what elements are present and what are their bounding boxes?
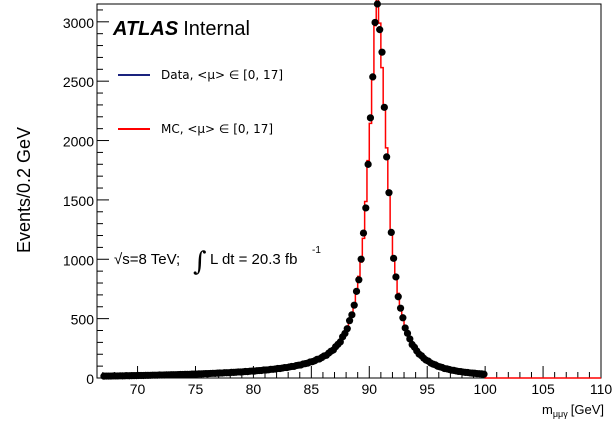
data-point [348, 311, 356, 319]
data-point [387, 228, 395, 237]
atlas-label-suffix: Internal [183, 18, 250, 40]
legend: Data, <μ> ∈ [0, 17] MC, <μ> ∈ [0, 17] [118, 68, 283, 136]
data-point [369, 73, 377, 81]
x-axis: 70 75 80 85 90 95 100 105 110 [102, 366, 613, 397]
data-point [383, 153, 391, 161]
data-point [362, 204, 370, 212]
data-point [396, 304, 405, 312]
y-tick-label: 2000 [63, 134, 94, 150]
data-point [359, 229, 368, 237]
x-tick-label: 85 [304, 381, 320, 397]
legend-label-mc: MC, <μ> ∈ [0, 17] [161, 122, 273, 136]
data-point [480, 370, 488, 378]
y-tick-label: 3000 [63, 15, 94, 31]
y-axis-title: Events/0.2 GeV [14, 127, 34, 253]
data-point [373, 0, 381, 8]
plot-frame [96, 3, 602, 379]
x-tick-label: 110 [590, 381, 613, 397]
x-axis-title-unit: [GeV] [571, 402, 604, 417]
lumi-exponent: -1 [312, 245, 321, 256]
lumi-integral: ∫ [193, 247, 207, 277]
lumi-text: L dt = 20.3 fb [210, 251, 297, 268]
luminosity-label: √s=8 TeV; ∫ L dt = 20.3 fb -1 [114, 245, 321, 277]
data-point [376, 26, 384, 34]
y-tick-label: 2500 [63, 74, 94, 90]
atlas-label: ATLAS Internal [112, 18, 250, 40]
data-point [394, 293, 402, 301]
data-point [366, 114, 375, 122]
y-tick-label: 1500 [63, 193, 94, 209]
data-point [355, 276, 363, 284]
atlas-label-bold: ATLAS [112, 18, 179, 40]
lumi-sqrt: √s=8 TeV; [114, 251, 180, 268]
data-point [406, 335, 414, 343]
data-point [345, 317, 354, 325]
series-group [100, 0, 601, 380]
x-axis-title-sub: μμγ [553, 409, 568, 419]
x-axis-title-main: m [542, 402, 553, 417]
x-tick-label: 75 [188, 381, 204, 397]
data-point [390, 254, 398, 262]
x-tick-label: 70 [130, 381, 146, 397]
data-point [380, 103, 388, 111]
data-point [399, 314, 407, 322]
data-point [371, 18, 379, 27]
data-point [378, 48, 386, 56]
legend-label-data: Data, <μ> ∈ [0, 17] [161, 68, 283, 82]
data-point [364, 160, 372, 168]
x-tick-label: 90 [361, 381, 377, 397]
x-axis-title: mμμγ [GeV] [542, 402, 604, 419]
y-axis: 0 500 1000 1500 2000 2500 3000 [63, 9, 109, 387]
x-tick-label: 100 [473, 381, 497, 397]
x-tick-label: 105 [531, 381, 555, 397]
y-tick-label: 0 [86, 371, 94, 387]
data-point [392, 273, 400, 281]
data-point [385, 189, 393, 197]
x-tick-label: 80 [246, 381, 262, 397]
x-tick-label: 95 [419, 381, 435, 397]
y-tick-label: 1000 [63, 252, 94, 268]
data-point [352, 287, 361, 295]
y-tick-label: 500 [71, 312, 95, 328]
data-point [403, 329, 412, 337]
data-point [343, 325, 351, 333]
data-point [357, 255, 365, 263]
data-point [350, 301, 358, 309]
